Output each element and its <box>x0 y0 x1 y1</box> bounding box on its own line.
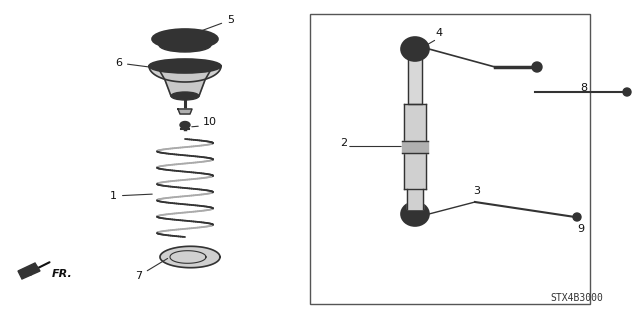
Ellipse shape <box>532 62 542 72</box>
Text: 2: 2 <box>340 138 347 149</box>
Text: 3: 3 <box>473 186 480 196</box>
Polygon shape <box>404 104 426 189</box>
Text: 4: 4 <box>435 28 442 38</box>
Polygon shape <box>157 66 213 96</box>
Ellipse shape <box>152 29 218 49</box>
Text: 9: 9 <box>577 224 584 234</box>
Text: 8: 8 <box>580 83 587 93</box>
Bar <box>310 14 590 304</box>
Ellipse shape <box>171 92 199 100</box>
Polygon shape <box>149 66 221 82</box>
Ellipse shape <box>149 59 221 73</box>
Text: 10: 10 <box>203 117 217 127</box>
Polygon shape <box>178 109 192 114</box>
Ellipse shape <box>180 122 190 129</box>
Ellipse shape <box>623 88 631 96</box>
Ellipse shape <box>401 37 429 61</box>
Polygon shape <box>407 189 423 209</box>
Ellipse shape <box>573 213 581 221</box>
Text: 1: 1 <box>110 191 152 201</box>
Text: 6: 6 <box>115 58 154 68</box>
Ellipse shape <box>401 202 429 226</box>
Polygon shape <box>160 246 220 268</box>
Text: STX4B3000: STX4B3000 <box>550 293 603 303</box>
Text: 5: 5 <box>193 15 234 34</box>
Polygon shape <box>408 54 422 104</box>
Polygon shape <box>18 263 40 279</box>
Ellipse shape <box>159 38 211 52</box>
Polygon shape <box>402 140 428 152</box>
Text: FR.: FR. <box>52 269 73 279</box>
Text: 7: 7 <box>135 258 168 281</box>
